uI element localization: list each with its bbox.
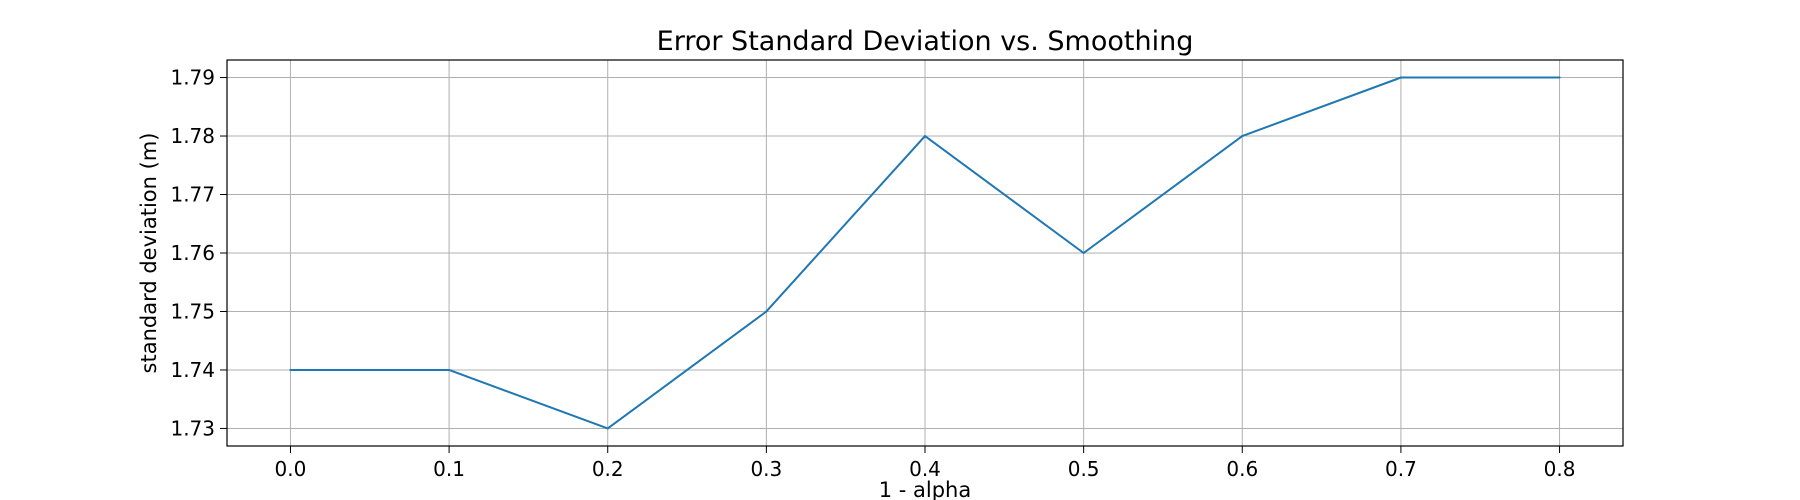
y-tick-label: 1.75 xyxy=(170,299,215,323)
y-tick-label: 1.78 xyxy=(170,124,215,148)
chart-title: Error Standard Deviation vs. Smoothing xyxy=(657,26,1194,57)
x-tick-label: 0.5 xyxy=(1068,457,1100,481)
series-points xyxy=(289,76,1561,430)
data-point xyxy=(924,135,926,138)
data-point xyxy=(765,310,768,313)
y-axis: 1.73 1.74 1.75 1.76 1.77 1.78 1.79 xyxy=(170,66,227,440)
x-tick-label: 0.4 xyxy=(909,457,941,481)
x-tick-label: 0.2 xyxy=(592,457,624,481)
data-point xyxy=(1082,252,1085,254)
x-tick-label: 0.8 xyxy=(1544,457,1576,481)
y-tick-label: 1.74 xyxy=(170,358,215,382)
y-tick-label: 1.73 xyxy=(170,416,215,440)
data-point xyxy=(289,368,292,371)
x-tick-label: 0.1 xyxy=(433,457,465,481)
y-tick-label: 1.77 xyxy=(170,183,215,207)
x-tick-label: 0.6 xyxy=(1226,457,1258,481)
data-point xyxy=(1558,76,1561,79)
x-axis: 0.0 0.1 0.2 0.3 0.4 0.5 0.6 0.7 0.8 xyxy=(275,446,1576,481)
data-point xyxy=(448,368,451,371)
y-tick-label: 1.76 xyxy=(170,241,215,265)
data-point xyxy=(1399,76,1402,79)
x-tick-label: 0.0 xyxy=(275,457,307,481)
x-tick-label: 0.3 xyxy=(750,457,782,481)
y-axis-label: standard deviation (m) xyxy=(137,133,161,374)
x-axis-label: 1 - alpha xyxy=(879,478,972,500)
y-tick-label: 1.79 xyxy=(170,66,215,90)
y-grid xyxy=(227,77,1623,429)
data-point xyxy=(1241,135,1244,138)
x-tick-label: 0.7 xyxy=(1385,457,1417,481)
data-point xyxy=(606,427,609,430)
